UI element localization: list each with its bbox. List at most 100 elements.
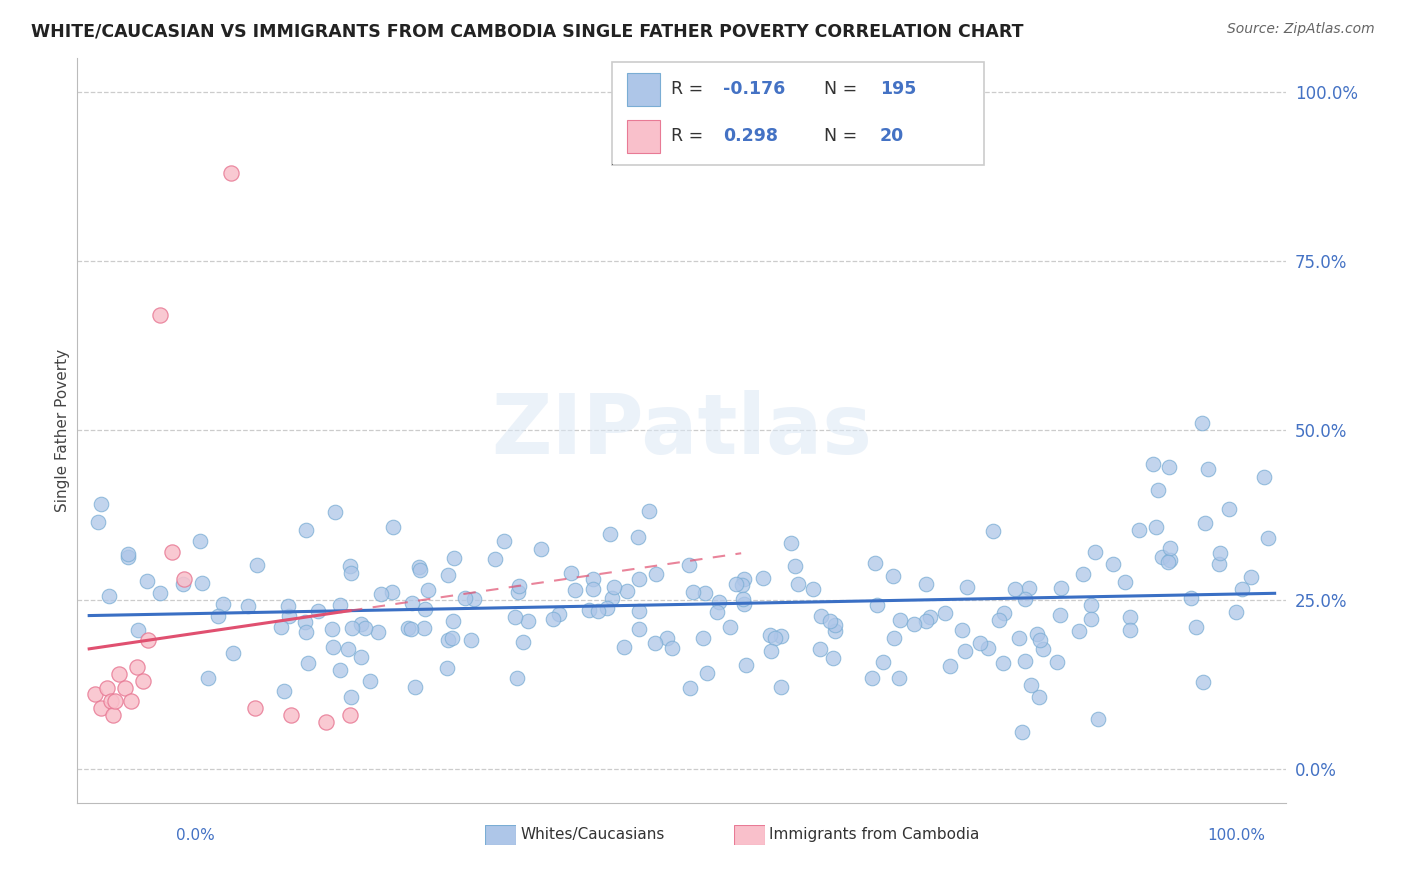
Point xyxy=(294,615,316,630)
Point xyxy=(637,504,659,518)
Point xyxy=(350,650,373,665)
Point xyxy=(969,635,991,649)
Point xyxy=(1144,520,1167,534)
Point xyxy=(1014,654,1036,668)
Point xyxy=(889,613,911,627)
Point xyxy=(441,631,464,645)
Point xyxy=(1253,470,1275,484)
Point xyxy=(294,523,316,537)
Point xyxy=(735,657,758,672)
Point xyxy=(801,582,824,596)
Point xyxy=(582,572,605,586)
Point xyxy=(564,582,586,597)
Point xyxy=(243,701,266,715)
Point xyxy=(1029,633,1052,648)
Point xyxy=(616,583,638,598)
Point xyxy=(117,550,139,565)
Point xyxy=(339,690,361,705)
Text: Source: ZipAtlas.com: Source: ZipAtlas.com xyxy=(1227,22,1375,37)
Point xyxy=(437,567,460,582)
Point xyxy=(934,606,956,620)
Point xyxy=(149,308,172,322)
Point xyxy=(188,534,211,549)
Point xyxy=(707,595,730,609)
Point xyxy=(1046,655,1069,669)
Point xyxy=(1087,712,1109,726)
Point xyxy=(1050,581,1073,595)
Point xyxy=(413,601,436,615)
Point xyxy=(416,582,439,597)
Point xyxy=(1240,570,1263,584)
Point xyxy=(724,576,747,591)
Point xyxy=(503,610,526,624)
Point xyxy=(599,527,621,541)
Point xyxy=(1018,581,1040,595)
Point xyxy=(1011,725,1033,739)
Point xyxy=(678,681,700,695)
Point xyxy=(1014,591,1036,606)
Point xyxy=(1007,631,1029,645)
Point xyxy=(860,671,883,685)
Point xyxy=(323,504,346,518)
Point xyxy=(125,660,148,674)
Point xyxy=(1257,531,1279,545)
Point xyxy=(401,596,423,610)
Point xyxy=(506,671,529,685)
Point xyxy=(810,609,832,624)
Point xyxy=(172,577,194,591)
Point xyxy=(315,714,337,729)
Point xyxy=(1157,555,1180,569)
Point xyxy=(1159,553,1181,567)
Point xyxy=(1191,416,1213,430)
Bar xyxy=(627,120,659,153)
Point xyxy=(1032,642,1054,657)
Point xyxy=(1080,598,1102,612)
Point xyxy=(582,582,605,596)
Point xyxy=(824,617,846,632)
Point xyxy=(977,641,1000,656)
Point xyxy=(1157,459,1180,474)
Text: 20: 20 xyxy=(880,127,904,145)
Point xyxy=(706,605,728,619)
Point xyxy=(1084,544,1107,558)
Point xyxy=(512,635,534,649)
Point xyxy=(297,657,319,671)
Point xyxy=(628,604,651,618)
Y-axis label: Single Father Poverty: Single Father Poverty xyxy=(55,349,70,512)
Point xyxy=(872,655,894,669)
Point xyxy=(785,559,807,574)
Point xyxy=(770,680,793,694)
Point xyxy=(903,617,925,632)
Point xyxy=(1218,501,1240,516)
Point xyxy=(413,621,436,635)
Point xyxy=(731,578,754,592)
Point xyxy=(484,551,506,566)
Point xyxy=(787,577,810,591)
Point xyxy=(761,644,783,658)
FancyBboxPatch shape xyxy=(612,62,984,165)
Text: R =: R = xyxy=(671,79,709,97)
Point xyxy=(370,587,392,601)
Point xyxy=(273,683,295,698)
Point xyxy=(101,707,124,722)
Point xyxy=(731,591,754,606)
Point xyxy=(349,617,371,632)
Point xyxy=(1209,546,1232,560)
Point xyxy=(380,585,402,599)
Point xyxy=(136,574,159,588)
Point xyxy=(780,536,803,550)
Point xyxy=(1118,623,1140,637)
Point xyxy=(770,629,793,643)
Point xyxy=(1128,523,1150,537)
Point xyxy=(197,671,219,685)
Point xyxy=(808,642,831,657)
Point xyxy=(1152,550,1174,565)
Point xyxy=(221,166,243,180)
Point xyxy=(108,667,131,681)
Point xyxy=(270,619,292,633)
Point xyxy=(340,621,363,635)
Point xyxy=(321,622,343,636)
Point xyxy=(396,621,419,635)
Point xyxy=(236,599,259,614)
Point xyxy=(759,628,782,642)
